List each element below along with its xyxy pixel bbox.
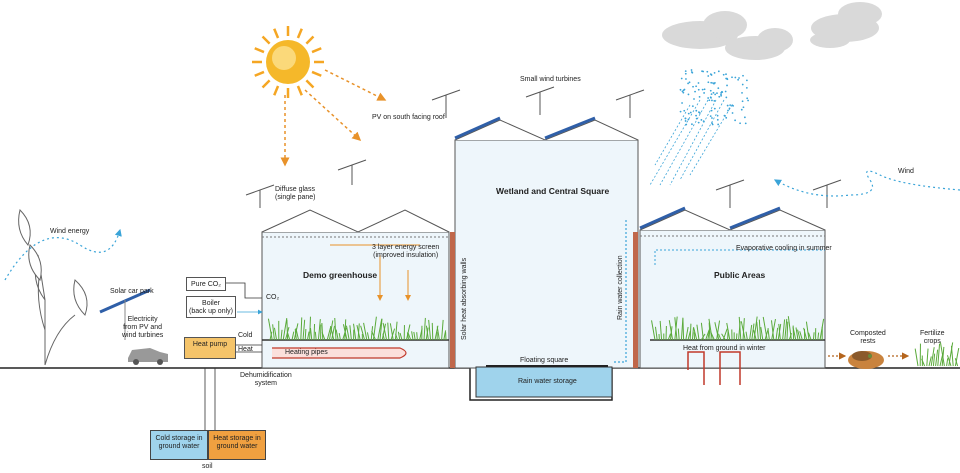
label-solar-car-park: Solar car park (110, 288, 154, 295)
evaporative-cooling-line (654, 249, 825, 265)
energy-screen-arrows (330, 244, 420, 301)
label-dehumidification: Dehumidification system (240, 372, 292, 387)
wetland-building (454, 116, 639, 369)
rain-streaks (649, 99, 733, 186)
label-rain-water-collection: Rain water collection (617, 255, 624, 320)
label-wetland: Wetland and Central Square (496, 186, 610, 196)
pure-co2-box: Pure CO₂ (186, 277, 226, 291)
sunlight-arrows (280, 69, 387, 167)
wind-arrow-left (4, 228, 122, 281)
small-wind-turbines (245, 86, 842, 208)
label-heat-from-ground: Heat from ground in winter (683, 345, 766, 352)
boiler-box: Boiler (back up only) (186, 296, 236, 318)
label-composted-rests: Composted rests (850, 330, 886, 345)
sun-icon (252, 26, 324, 98)
grass-crops (914, 342, 960, 367)
label-small-wind-turbines: Small wind turbines (520, 76, 581, 83)
label-wind: Wind (898, 168, 914, 175)
grass-right (651, 316, 825, 341)
demo-greenhouse (261, 209, 450, 369)
label-demo-greenhouse: Demo greenhouse (303, 270, 378, 280)
heat-pump-box: Heat pump (184, 337, 236, 359)
label-co2: CO₂ (266, 294, 280, 301)
heat-storage-box: Heat storage in ground water (208, 430, 266, 460)
label-electricity: Electricity from PV and wind turbines (122, 316, 164, 339)
label-cold: Cold (238, 332, 253, 339)
label-rain-water-storage: Rain water storage (518, 378, 577, 385)
wind-arrow-right (773, 170, 960, 197)
solar-heat-wall-left (450, 232, 455, 368)
solar-car-park-icon (99, 288, 168, 365)
compost-heap (848, 351, 884, 369)
ground-heat-loops (687, 351, 741, 385)
label-energy-screen: 3 layer energy screen (improved insulati… (372, 244, 440, 259)
label-wind-energy: Wind energy (50, 228, 90, 235)
grass-left (267, 316, 447, 341)
public-areas-building (639, 206, 826, 369)
label-solar-heat-walls: Solar heat absorbing walls (461, 257, 468, 340)
label-pv-south-roof: PV on south facing roof (372, 114, 445, 121)
rain-cloud-dots (679, 69, 749, 126)
label-diffuse-glass: Diffuse glass (single pane) (275, 186, 316, 201)
solar-heat-wall-right (633, 232, 638, 368)
connector-lines (204, 282, 263, 430)
label-heat: Heat (238, 346, 253, 353)
cold-storage-box: Cold storage in ground water (150, 430, 208, 460)
rain-water-collection-line (612, 220, 627, 363)
label-soil: soil (202, 463, 213, 470)
label-public-areas: Public Areas (714, 270, 766, 280)
label-evaporative-cooling: Evaporative cooling in summer (736, 245, 832, 252)
vertical-wind-turbines (18, 209, 88, 366)
heating-pipes (272, 347, 407, 359)
label-fertilize-crops: Fertilize crops (920, 330, 945, 345)
clouds (662, 2, 882, 60)
label-heating-pipes: Heating pipes (285, 349, 328, 356)
label-floating-square: Floating square (520, 357, 569, 364)
rain-water-storage-tank (475, 366, 613, 398)
